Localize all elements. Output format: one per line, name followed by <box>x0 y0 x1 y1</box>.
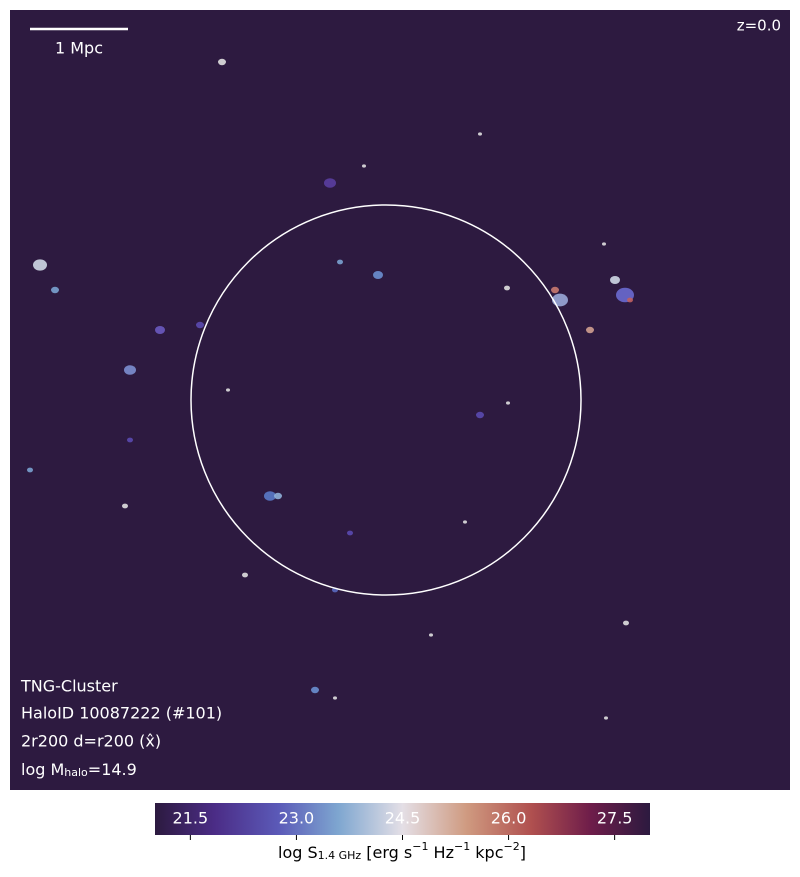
info-line: log Mhalo=14.9 <box>21 760 137 780</box>
blob <box>476 411 484 419</box>
redshift: z=0.0 <box>737 17 781 35</box>
map <box>10 10 790 790</box>
blob <box>33 259 47 271</box>
superscript: −1 <box>454 840 470 853</box>
text: =14.9 <box>88 760 137 779</box>
blob <box>373 271 383 279</box>
blob <box>127 437 133 443</box>
blob <box>274 492 282 500</box>
blob <box>337 259 343 265</box>
info-line: HaloID 10087222 (#101) <box>21 704 222 723</box>
text: kpc <box>470 843 503 862</box>
emission <box>27 58 634 720</box>
blob <box>463 520 467 524</box>
blob <box>627 297 633 303</box>
blob <box>333 696 337 700</box>
colorbar-tick-label: 23.0 <box>279 809 315 828</box>
blob <box>324 178 336 188</box>
blob <box>602 242 606 246</box>
colorbar-tick-label: 26.0 <box>491 809 527 828</box>
blob <box>311 686 319 694</box>
blob <box>586 326 594 334</box>
blob <box>122 503 128 509</box>
blob <box>551 286 559 294</box>
blob <box>51 286 59 294</box>
text: log M <box>21 760 64 779</box>
colorbar-label: log S1.4 GHz [erg s−1 Hz−1 kpc−2] <box>278 840 526 862</box>
colorbar-tick-label: 21.5 <box>173 809 209 828</box>
blob <box>362 164 366 168</box>
blob <box>226 388 230 392</box>
blob <box>478 132 482 136</box>
colorbar-tick-label: 24.5 <box>385 809 421 828</box>
text: ] <box>520 843 526 862</box>
text: Hz <box>428 843 454 862</box>
blob <box>552 293 568 307</box>
info-line: 2r200 d=r200 (x̂) <box>21 732 161 751</box>
subscript: 1.4 GHz <box>318 849 362 862</box>
blob <box>242 572 248 578</box>
blob <box>155 326 165 334</box>
blob <box>124 365 136 375</box>
blob <box>506 401 510 405</box>
blob <box>27 467 33 473</box>
r200-circle <box>190 204 582 596</box>
colorbar-tick-label: 27.5 <box>597 809 633 828</box>
blob <box>347 530 353 536</box>
blob <box>610 276 620 284</box>
blob <box>196 321 204 329</box>
colorbar <box>155 803 650 835</box>
blob <box>429 633 433 637</box>
blob <box>604 716 608 720</box>
superscript: −1 <box>412 840 428 853</box>
superscript: −2 <box>504 840 520 853</box>
scale-label: 1 Mpc <box>55 39 103 58</box>
text: log S <box>278 843 318 862</box>
blob <box>218 58 226 66</box>
blob <box>504 285 510 291</box>
blob <box>623 620 629 626</box>
info-line: TNG-Cluster <box>20 677 118 696</box>
text: [erg s <box>361 843 412 862</box>
subscript: halo <box>64 766 88 779</box>
blob <box>264 491 276 501</box>
